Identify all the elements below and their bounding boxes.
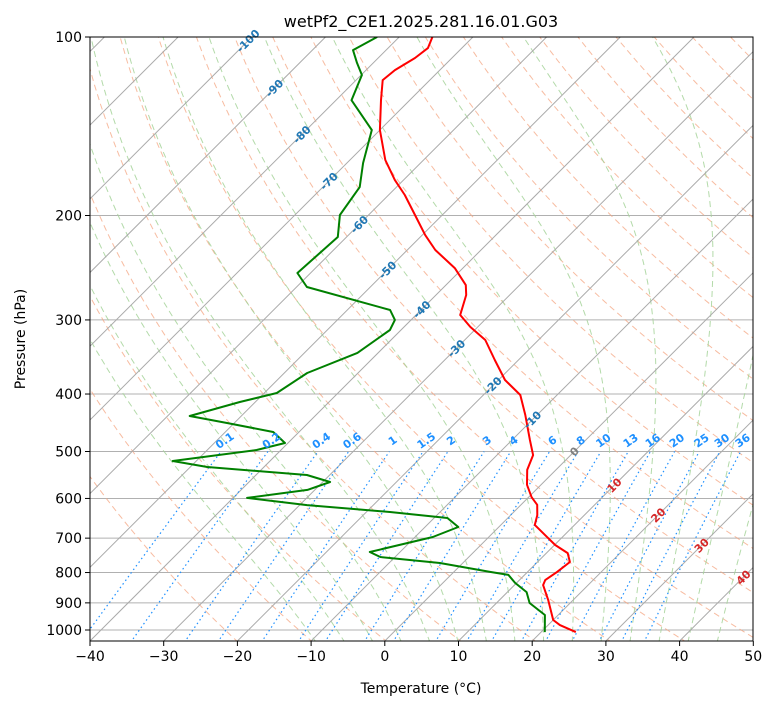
mixing-ratio-line <box>598 451 700 641</box>
dry-adiabat <box>90 66 537 641</box>
moist-adiabat <box>331 37 575 641</box>
moist-adiabat <box>90 284 345 641</box>
isotherm <box>90 37 695 641</box>
isotherm <box>90 37 326 274</box>
isotherm <box>90 37 253 200</box>
dry-adiabat <box>386 37 753 422</box>
isotherm <box>162 50 753 641</box>
dry-adiabat <box>272 37 753 550</box>
x-tick-label: 40 <box>671 649 689 665</box>
dry-adiabat <box>90 295 387 641</box>
isotherm <box>90 37 400 347</box>
y-tick-label: 700 <box>55 531 82 547</box>
isotherm <box>90 37 621 569</box>
x-tick-label: −10 <box>296 649 326 665</box>
dry-adiabat <box>310 37 753 506</box>
axes: −40 −30 −20 −10 0 10 20 30 40 50 100 200 300 400 500 60… <box>46 30 762 665</box>
plot-frame <box>89 36 754 642</box>
dry-adiabat <box>90 191 462 641</box>
dry-adiabat <box>90 475 238 641</box>
x-tick-label: 20 <box>523 649 541 665</box>
dry-adiabat <box>90 388 313 641</box>
isotherm <box>384 272 753 641</box>
mixing-ratio-line <box>184 451 319 641</box>
moist-adiabat <box>90 338 316 641</box>
mixing-ratio-line <box>298 451 424 641</box>
mixing-ratio-line <box>393 451 512 641</box>
chart-title: wetPf2_C2E1.2025.281.16.01.G03 <box>284 12 558 32</box>
isotherm <box>90 37 474 421</box>
y-tick-label: 100 <box>55 30 82 46</box>
dry-adiabat <box>769 37 775 643</box>
dry-adiabat <box>424 37 753 380</box>
mixing-ratio-line <box>466 451 579 641</box>
y-tick-label: 500 <box>55 444 82 460</box>
dry-adiabat <box>119 37 611 641</box>
mixing-ratio-line <box>324 451 449 641</box>
mixing-ratio-line <box>217 451 350 641</box>
dry-adiabat <box>157 37 686 641</box>
y-tick-label: 400 <box>55 387 82 403</box>
moist-adiabat <box>687 353 753 641</box>
dry-adiabat <box>462 37 753 339</box>
mixing-ratio-line <box>571 451 676 641</box>
y-tick-label: 800 <box>55 566 82 582</box>
moist-adiabat <box>416 37 611 641</box>
moist-adiabat <box>162 37 487 641</box>
x-tick-label: 0 <box>380 649 389 665</box>
x-tick-label: 50 <box>744 649 762 665</box>
dry-adiabat <box>501 37 753 299</box>
x-tick-label: 30 <box>597 649 615 665</box>
moist-adiabat <box>208 37 516 641</box>
background-lines <box>90 37 775 643</box>
isotherm <box>457 345 753 641</box>
x-tick-label: −40 <box>75 649 105 665</box>
mixing-ratio-line <box>261 451 390 641</box>
isotherm <box>605 493 753 641</box>
dry-adiabat <box>348 37 753 464</box>
isotherm <box>236 124 753 641</box>
moist-adiabat <box>90 37 431 641</box>
x-tick-label: −30 <box>149 649 179 665</box>
isotherm <box>752 640 753 641</box>
isotherm <box>531 419 753 641</box>
dry-adiabat <box>234 37 753 594</box>
y-tick-label: 900 <box>55 596 82 612</box>
y-axis-label: Pressure (hPa) <box>13 289 29 389</box>
y-tick-label: 600 <box>55 491 82 507</box>
mixing-ratio-line <box>364 451 485 641</box>
mixing-ratio-line <box>435 451 551 641</box>
x-tick-label: 10 <box>450 649 468 665</box>
profile-lines <box>171 37 577 634</box>
x-tick-label: −20 <box>223 649 253 665</box>
moist-adiabat <box>523 37 657 641</box>
x-axis-label: Temperature (°C) <box>360 681 482 697</box>
dewpoint-profile-line <box>171 37 546 633</box>
y-tick-label: 1000 <box>46 623 82 639</box>
temperature-profile-line <box>378 37 577 634</box>
moist-adiabat <box>90 221 374 641</box>
y-tick-label: 200 <box>55 209 82 225</box>
moist-adiabat <box>123 37 459 641</box>
moist-adiabat <box>652 37 714 641</box>
y-tick-label: 300 <box>55 313 82 329</box>
moist-adiabat <box>716 502 753 641</box>
moist-adiabat <box>263 37 545 641</box>
isotherm <box>90 37 547 495</box>
moist-adiabat <box>90 142 402 641</box>
